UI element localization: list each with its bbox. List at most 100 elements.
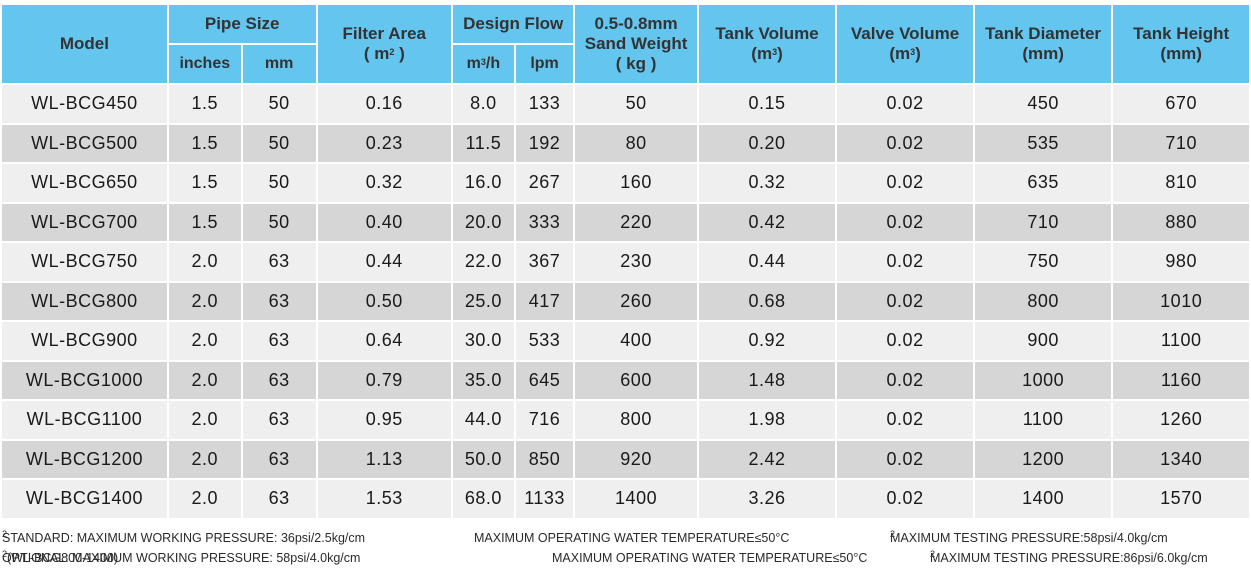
standard-water-temperature: MAXIMUM OPERATING WATER TEMPERATURE≤50°C <box>474 531 790 545</box>
filter-area-cell: 0.50 <box>317 282 452 320</box>
tank-diameter-cell: 800 <box>974 282 1112 320</box>
filter-area-cell: 1.13 <box>317 440 452 478</box>
table-row: WL-BCG1000 2.0 63 0.79 35.0 645 600 1.48 0.02 100… <box>2 361 1249 399</box>
sand-weight-cell: 600 <box>575 361 697 399</box>
model-cell: WL-BCG750 <box>2 243 167 281</box>
pipe-inches-cell: 2.0 <box>168 282 241 320</box>
tank-height-cell: 880 <box>1113 203 1249 241</box>
model-cell: WL-BCG700 <box>2 203 167 241</box>
pipe-mm-cell: 50 <box>242 203 316 241</box>
flow-lpm-cell: 1133 <box>515 480 574 518</box>
flow-lpm-cell: 333 <box>515 203 574 241</box>
pipe-inches-cell: 1.5 <box>168 124 241 162</box>
tank-height-cell: 670 <box>1113 85 1249 123</box>
valve-volume-cell: 0.02 <box>837 243 973 281</box>
flow-m3h-cell: 50.0 <box>453 440 514 478</box>
valve-volume-cell: 0.02 <box>837 480 973 518</box>
tank-volume-cell: 1.98 <box>698 401 836 439</box>
sand-weight-cell: 220 <box>575 203 697 241</box>
optional-working-pressure: OPTIONAL: MAXIMUM WORKING PRESSURE: 58ps… <box>2 549 361 565</box>
tank-volume-cell: 0.20 <box>698 124 836 162</box>
standard-testing-pressure: MAXIMUM TESTING PRESSURE:58psi/4.0kg/cm 2 <box>890 529 1168 545</box>
tank-volume-cell: 1.48 <box>698 361 836 399</box>
pipe-mm-cell: 50 <box>242 164 316 202</box>
standard-working-pressure: STANDARD: MAXIMUM WORKING PRESSURE: 36ps… <box>2 529 366 545</box>
pipe-inches-cell: 1.5 <box>168 203 241 241</box>
flow-m3h-cell: 30.0 <box>453 322 514 360</box>
pipe-mm-cell: 50 <box>242 85 316 123</box>
sand-weight-cell: 920 <box>575 440 697 478</box>
model-cell: WL-BCG1200 <box>2 440 167 478</box>
pipe-inches-cell: 1.5 <box>168 85 241 123</box>
filter-area-cell: 0.79 <box>317 361 452 399</box>
table-row: WL-BCG1100 2.0 63 0.95 44.0 716 800 1.98 0.02 110… <box>2 401 1249 439</box>
tank-height-cell: 810 <box>1113 164 1249 202</box>
tank-diameter-cell: 450 <box>974 85 1112 123</box>
tank-height-cell: 1340 <box>1113 440 1249 478</box>
tank-diameter-cell: 1100 <box>974 401 1112 439</box>
tank-volume-cell: 0.92 <box>698 322 836 360</box>
tank-diameter-cell: 710 <box>974 203 1112 241</box>
tank-height-cell: 980 <box>1113 243 1249 281</box>
sand-weight-cell: 1400 <box>575 480 697 518</box>
flow-lpm-cell: 417 <box>515 282 574 320</box>
filter-area-cell: 0.64 <box>317 322 452 360</box>
pipe-mm-cell: 63 <box>242 243 316 281</box>
tank-volume-cell: 0.44 <box>698 243 836 281</box>
header-valve-volume: Valve Volume (m3) <box>837 5 973 83</box>
flow-lpm-cell: 645 <box>515 361 574 399</box>
flow-m3h-cell: 20.0 <box>453 203 514 241</box>
tank-volume-cell: 0.42 <box>698 203 836 241</box>
table-row: WL-BCG750 2.0 63 0.44 22.0 367 230 0.44 0.02 750 9… <box>2 243 1249 281</box>
header-flow-m3h: m3/h <box>453 45 514 83</box>
sand-weight-cell: 160 <box>575 164 697 202</box>
header-pipe-mm: mm <box>242 45 316 83</box>
footnote-standard: STANDARD: MAXIMUM WORKING PRESSURE: 36ps… <box>2 529 1251 551</box>
spec-table-body: WL-BCG450 1.5 50 0.16 8.0 133 50 0.15 0.02 450 670… <box>2 85 1249 518</box>
valve-volume-cell: 0.02 <box>837 85 973 123</box>
flow-lpm-cell: 850 <box>515 440 574 478</box>
flow-m3h-cell: 68.0 <box>453 480 514 518</box>
flow-lpm-cell: 133 <box>515 85 574 123</box>
flow-m3h-cell: 22.0 <box>453 243 514 281</box>
tank-diameter-cell: 535 <box>974 124 1112 162</box>
table-row: WL-BCG700 1.5 50 0.40 20.0 333 220 0.42 0.02 710 8… <box>2 203 1249 241</box>
model-cell: WL-BCG650 <box>2 164 167 202</box>
header-flow-lpm: lpm <box>515 45 574 83</box>
table-row: WL-BCG1200 2.0 63 1.13 50.0 850 920 2.42 0.02 120… <box>2 440 1249 478</box>
flow-m3h-cell: 16.0 <box>453 164 514 202</box>
sand-weight-cell: 260 <box>575 282 697 320</box>
sand-weight-cell: 80 <box>575 124 697 162</box>
valve-volume-cell: 0.02 <box>837 203 973 241</box>
tank-diameter-cell: 1400 <box>974 480 1112 518</box>
footnotes: STANDARD: MAXIMUM WORKING PRESSURE: 36ps… <box>2 529 1251 571</box>
tank-diameter-cell: 1000 <box>974 361 1112 399</box>
header-pipe-inches: inches <box>168 45 241 83</box>
header-tank-height: Tank Height (mm) <box>1113 5 1249 83</box>
pipe-mm-cell: 50 <box>242 124 316 162</box>
valve-volume-cell: 0.02 <box>837 440 973 478</box>
model-cell: WL-BCG500 <box>2 124 167 162</box>
optional-water-temperature: MAXIMUM OPERATING WATER TEMPERATURE≤50°C <box>552 551 868 565</box>
pipe-inches-cell: 2.0 <box>168 361 241 399</box>
sand-weight-cell: 800 <box>575 401 697 439</box>
tank-diameter-cell: 750 <box>974 243 1112 281</box>
header-filter-area: Filter Area ( m2 ) <box>317 5 452 83</box>
filter-area-cell: 0.95 <box>317 401 452 439</box>
header-pipe-size: Pipe Size <box>168 5 316 43</box>
model-cell: WL-BCG1400 <box>2 480 167 518</box>
flow-m3h-cell: 25.0 <box>453 282 514 320</box>
filter-area-cell: 1.53 <box>317 480 452 518</box>
filter-area-cell: 0.16 <box>317 85 452 123</box>
pipe-inches-cell: 2.0 <box>168 440 241 478</box>
valve-volume-cell: 0.02 <box>837 322 973 360</box>
flow-lpm-cell: 716 <box>515 401 574 439</box>
pipe-mm-cell: 63 <box>242 322 316 360</box>
optional-testing-pressure: MAXIMUM TESTING PRESSURE:86psi/6.0kg/cm 2 <box>930 549 1208 565</box>
pipe-inches-cell: 1.5 <box>168 164 241 202</box>
tank-diameter-cell: 1200 <box>974 440 1112 478</box>
model-cell: WL-BCG800 <box>2 282 167 320</box>
tank-volume-cell: 2.42 <box>698 440 836 478</box>
header-tank-diameter: Tank Diameter (mm) <box>974 5 1112 83</box>
tank-height-cell: 710 <box>1113 124 1249 162</box>
